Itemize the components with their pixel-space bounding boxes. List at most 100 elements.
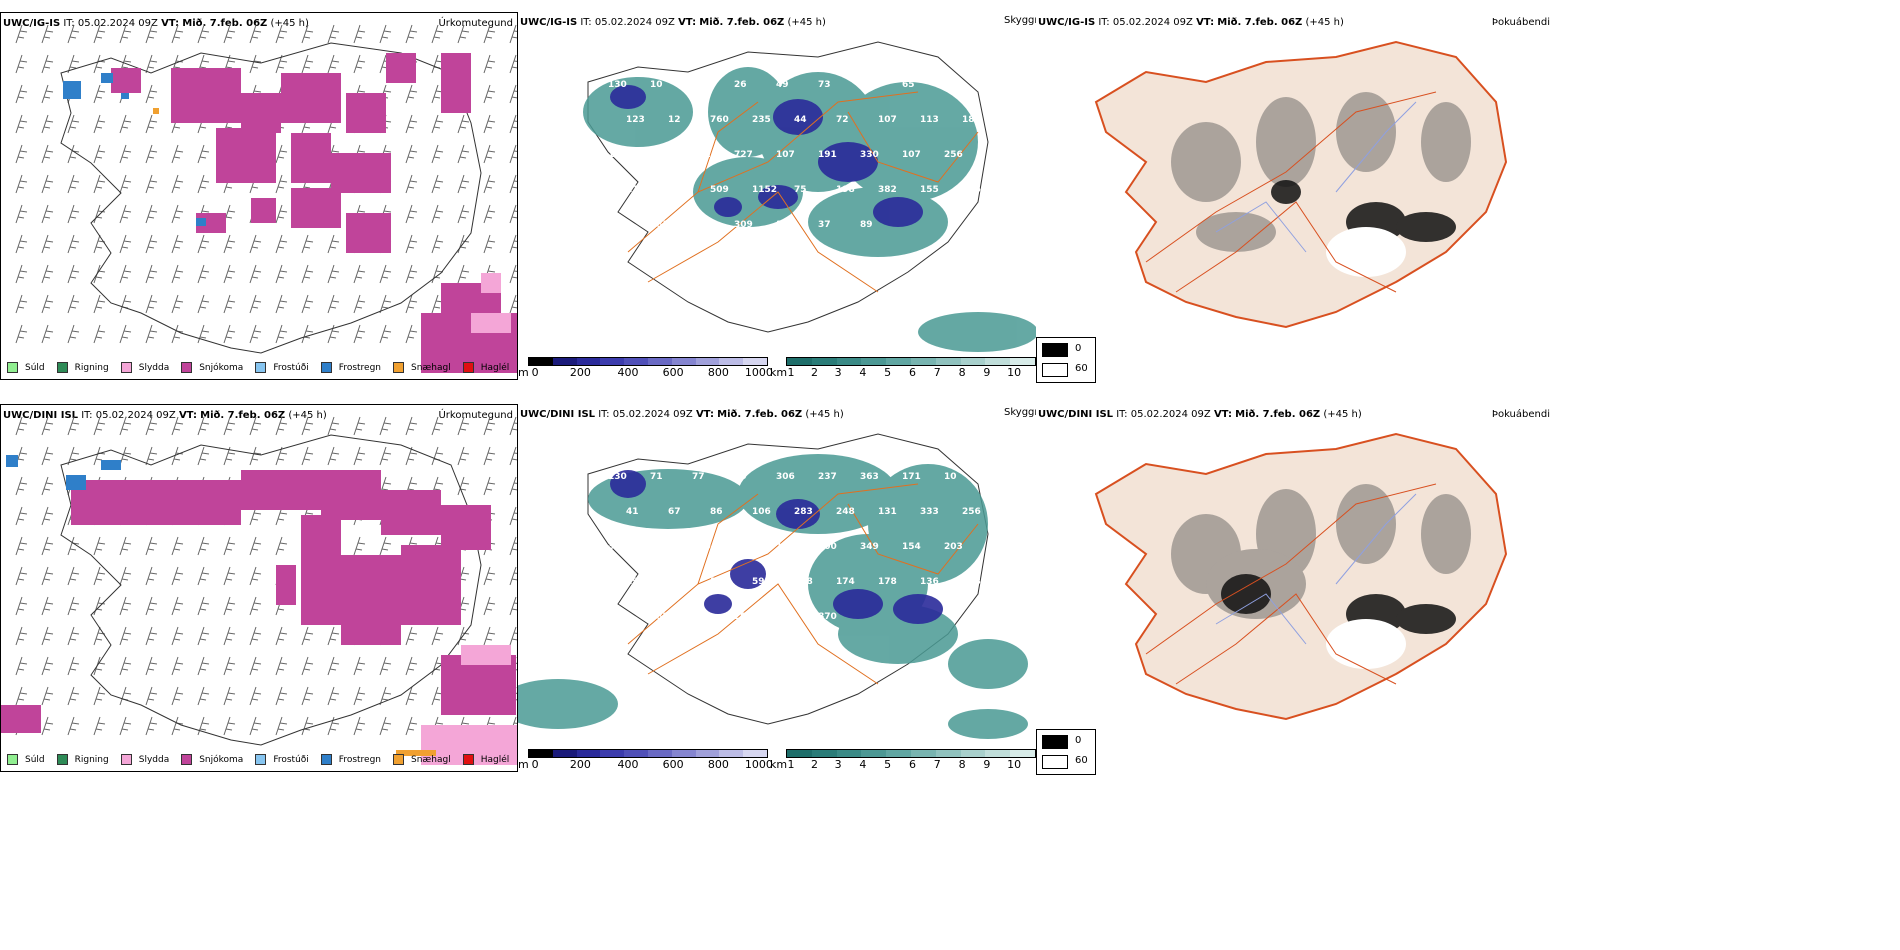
wind-barb: [301, 626, 314, 646]
wind-barb: [15, 294, 28, 314]
wind-barb: [223, 536, 236, 556]
wind-barb: [41, 24, 54, 44]
wind-barb: [379, 656, 392, 676]
wind-barb: [509, 416, 517, 436]
wind-barb: [171, 264, 184, 284]
cloud-base-value: 106: [752, 507, 771, 517]
wind-barb: [509, 114, 517, 134]
wind-barb: [249, 716, 262, 736]
wind-barb: [275, 716, 288, 736]
cloud-base-value: 283: [794, 507, 813, 517]
wind-barb: [223, 566, 236, 586]
cloud-base-unit: m: [518, 366, 529, 379]
visibility-unit: km: [770, 758, 788, 771]
wind-barb: [145, 234, 158, 254]
wind-barb: [223, 626, 236, 646]
wind-barb: [353, 24, 366, 44]
panel-header: UWC/DINI ISL IT: 05.02.2024 09Z VT: Mið.…: [1038, 409, 1362, 420]
cloud-base-value: 26: [734, 80, 747, 90]
wind-barb: [93, 54, 106, 74]
wind-barb: [405, 416, 418, 436]
wind-barb: [249, 324, 262, 344]
cloud-base-value: 306: [776, 472, 795, 482]
wind-barb: [197, 656, 210, 676]
wind-barb: [353, 686, 366, 706]
wind-barb: [119, 294, 132, 314]
wind-barb: [301, 656, 314, 676]
wind-barb: [405, 264, 418, 284]
wind-barb: [353, 416, 366, 436]
cloud-base-value: 154: [902, 542, 921, 552]
fog-panel-title: Þokuábendi: [1491, 409, 1550, 420]
wind-barb: [353, 54, 366, 74]
legend-item-frostudi: Frostúði: [255, 362, 309, 373]
wind-barb: [483, 476, 496, 496]
wind-barb: [197, 536, 210, 556]
wind-barb: [275, 416, 288, 436]
wind-barb: [15, 204, 28, 224]
fog-label-low: 60: [1075, 363, 1088, 374]
wind-barb: [15, 476, 28, 496]
cloud-base-value: 227: [692, 220, 711, 230]
wind-barb: [275, 234, 288, 254]
wind-barb: [41, 204, 54, 224]
cloud-base-value: 148: [608, 220, 627, 230]
wind-barb: [67, 626, 80, 646]
cloud-base-value: 200: [818, 542, 837, 552]
wind-barb: [223, 324, 236, 344]
wind-barb: [67, 114, 80, 134]
wind-barb: [327, 656, 340, 676]
cloud-panel-title: Skyggni: [1004, 407, 1044, 418]
cloud-base-value: 104: [668, 185, 687, 195]
wind-barb: [145, 144, 158, 164]
wind-barb: [353, 446, 366, 466]
legend-item-snjokoma: Snjókoma: [181, 362, 243, 373]
wind-barb: [327, 294, 340, 314]
cloud-base-value: 86: [710, 507, 723, 517]
wind-barb: [353, 324, 366, 344]
wind-barb: [431, 24, 444, 44]
wind-barb: [171, 234, 184, 254]
fog-legend-bottom: 0 60: [1036, 729, 1096, 775]
wind-barb: [15, 506, 28, 526]
wind-barb: [275, 264, 288, 284]
legend-item-snaehagl: Snæhagl: [393, 362, 451, 373]
wind-barb: [301, 324, 314, 344]
wind-barb: [93, 24, 106, 44]
wind-barb: [483, 416, 496, 436]
wind-barb: [379, 324, 392, 344]
visibility-scale: [786, 357, 1036, 366]
wind-barb: [67, 596, 80, 616]
wind-barb: [15, 686, 28, 706]
wind-barb: [119, 234, 132, 254]
wind-barb: [301, 686, 314, 706]
wind-barb: [509, 536, 517, 556]
cloud-base-value: 44: [794, 115, 807, 125]
wind-barb: [509, 476, 517, 496]
cloud-base-value: 333: [920, 507, 939, 517]
legend-item-haglel: Haglél: [462, 362, 509, 373]
wind-barb: [119, 174, 132, 194]
wind-barb: [379, 536, 392, 556]
panel-header: UWC/DINI ISL IT: 05.02.2024 09Z VT: Mið.…: [520, 409, 844, 420]
wind-barb: [41, 324, 54, 344]
cloud-base-value: 55: [944, 80, 957, 90]
cloud-base-value: 330: [860, 150, 879, 160]
wind-barb: [93, 174, 106, 194]
panel-header: UWC/DINI ISL IT: 05.02.2024 09Z VT: Mið.…: [3, 410, 327, 421]
visibility-scale: [786, 749, 1036, 758]
wind-barb: [275, 54, 288, 74]
cloud-base-value: 75: [794, 185, 807, 195]
wind-barb: [509, 626, 517, 646]
wind-barb: [67, 294, 80, 314]
cloud-base-value: 15: [734, 472, 747, 482]
wind-barb: [457, 234, 470, 254]
wind-barb: [197, 566, 210, 586]
wind-barb: [457, 24, 470, 44]
wind-barb: [457, 446, 470, 466]
wind-barb: [405, 204, 418, 224]
wind-barb: [223, 264, 236, 284]
wind-barb: [249, 596, 262, 616]
wind-barb: [145, 596, 158, 616]
legend-item-suld: Súld: [7, 362, 45, 373]
